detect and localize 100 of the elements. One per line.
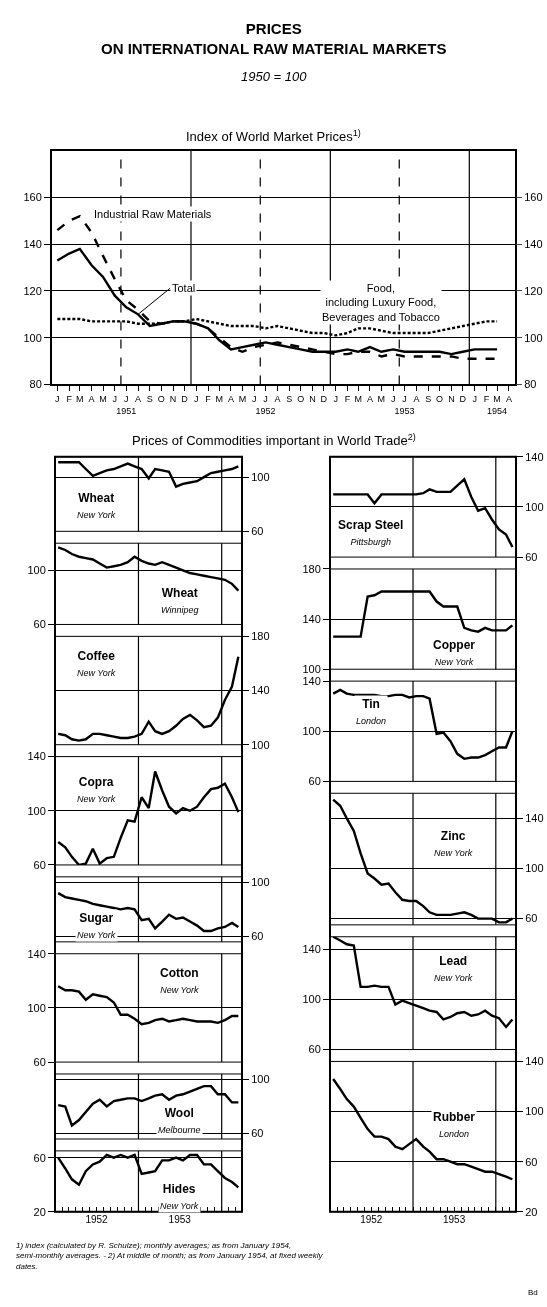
x-tick-label: A	[227, 394, 234, 405]
x-tick-label: J	[194, 394, 199, 405]
text: Prices of Commodities important in World Trade$^{2)}$	[132, 432, 416, 449]
text: Winnipeg	[161, 604, 199, 615]
text: Rubber	[433, 1110, 476, 1124]
y-tick-label: 100	[251, 876, 270, 889]
y-tick-label: 100	[251, 1073, 270, 1086]
x-tick-label: F	[205, 394, 212, 405]
text: New York	[77, 929, 116, 940]
y-tick-label: 100	[251, 470, 270, 483]
x-tick-label: N	[309, 394, 316, 405]
x-tick-label: S	[286, 394, 293, 405]
series-label: Food, including Luxury Food, Beverages and Tobacco	[322, 282, 440, 323]
x-tick-label: F	[66, 394, 73, 405]
x-tick-label: J	[251, 394, 257, 405]
text: Scrap Steel	[338, 518, 404, 532]
x-tick-label: S	[146, 394, 153, 405]
x-tick-label: J	[55, 394, 60, 405]
text: New York	[160, 1200, 199, 1211]
y-tick-label: 60	[525, 912, 538, 925]
y-tick-label: 60	[525, 550, 538, 563]
y-tick-label: 100	[251, 738, 270, 751]
y-tick-label: 140	[525, 1055, 544, 1068]
x-tick-label: J	[333, 394, 338, 405]
text: Pittsburgh	[350, 536, 391, 547]
y-tick-label: 60	[251, 525, 264, 538]
x-tick-label: J	[390, 394, 396, 405]
x-tick-label: O	[297, 394, 305, 405]
x-tick-label: A	[88, 394, 95, 405]
y-tick-label: 140	[23, 238, 42, 251]
y-tick-label: 60	[251, 930, 264, 943]
x-tick-label: A	[366, 394, 373, 405]
y-tick-label: 140	[251, 684, 270, 697]
chart-title: PRICES ON INTERNATIONAL RAW MATERIAL MARKETS	[101, 20, 447, 57]
x-tick-label: A	[505, 394, 512, 405]
y-tick-label: 100	[525, 500, 544, 513]
y-tick-label: 140	[525, 450, 544, 463]
x-tick-label: F	[344, 394, 351, 405]
y-tick-label: 100	[27, 1001, 46, 1014]
text: Wheat	[161, 586, 198, 600]
y-tick-label: 80	[29, 378, 42, 391]
y-tick-label: 140	[27, 750, 46, 763]
x-tick-label: 1952	[360, 1213, 383, 1225]
x-tick-label: A	[135, 394, 142, 405]
y-tick-label: 180	[251, 630, 270, 643]
x-tick-label: J	[472, 394, 477, 405]
y-tick-label: 60	[33, 858, 46, 871]
x-tick-label: M	[99, 394, 107, 405]
text: New York	[434, 656, 474, 667]
y-tick-label: 20	[525, 1205, 538, 1218]
y-tick-label: 100	[23, 331, 42, 344]
x-tick-label: M	[76, 394, 84, 405]
y-tick-label: 60	[33, 1151, 46, 1164]
text: Copra	[78, 775, 114, 789]
x-tick-label: M	[377, 394, 386, 405]
x-tick-label: J	[112, 394, 118, 405]
text: New York	[77, 667, 116, 678]
y-tick-label: 120	[23, 284, 42, 297]
text: Cotton	[160, 966, 199, 980]
x-tick-label: 1952	[85, 1213, 109, 1225]
text: Zinc	[440, 829, 466, 843]
y-tick-label: 100	[525, 862, 544, 875]
text: Total	[172, 282, 196, 294]
text: Copper	[433, 638, 476, 652]
text: New York	[434, 972, 473, 983]
text: Wheat	[78, 491, 115, 505]
text: Coffee	[77, 649, 116, 663]
y-tick-label: 100	[525, 1105, 544, 1118]
text: Index of World Market Prices$^{1)}$	[186, 128, 361, 145]
y-tick-label: 140	[302, 674, 321, 687]
text: Sugar	[79, 911, 114, 925]
text: London	[438, 1128, 470, 1139]
text: New York	[77, 793, 116, 804]
y-tick-label: 60	[308, 775, 321, 788]
x-tick-label: M	[354, 394, 362, 405]
text: Tin	[362, 697, 380, 711]
y-tick-label: 60	[33, 618, 46, 631]
y-tick-label: 100	[302, 725, 321, 738]
y-tick-label: 60	[251, 1127, 264, 1140]
text: Bd	[528, 1288, 538, 1297]
y-tick-label: 160	[23, 191, 42, 204]
chart-subtitle: 1950 = 100	[241, 69, 308, 84]
y-tick-label: 180	[302, 562, 321, 575]
y-tick-label: 140	[302, 943, 321, 956]
text: Hides	[162, 1182, 196, 1196]
x-tick-label: O	[436, 394, 444, 405]
x-tick-label: S	[425, 394, 432, 405]
y-tick-label: 100	[302, 993, 321, 1006]
y-tick-label: 100	[27, 804, 46, 817]
text: London	[356, 715, 387, 726]
x-tick-label: N	[169, 394, 177, 405]
text: Lead	[439, 954, 468, 968]
text: New York	[160, 984, 199, 995]
text: Melbourne	[158, 1124, 201, 1135]
text: 1) index (calculated by R. Schulze); monthly averages; as from January 1954, semi-monthly averages. - 2) At middle of month; as from January 1954, at fixed weekly dates.	[16, 1241, 324, 1271]
y-tick-label: 100	[27, 564, 46, 577]
x-tick-label: D	[459, 394, 467, 405]
y-tick-label: 60	[33, 1055, 46, 1068]
x-tick-label: N	[448, 394, 455, 405]
y-tick-label: 20	[33, 1205, 46, 1218]
